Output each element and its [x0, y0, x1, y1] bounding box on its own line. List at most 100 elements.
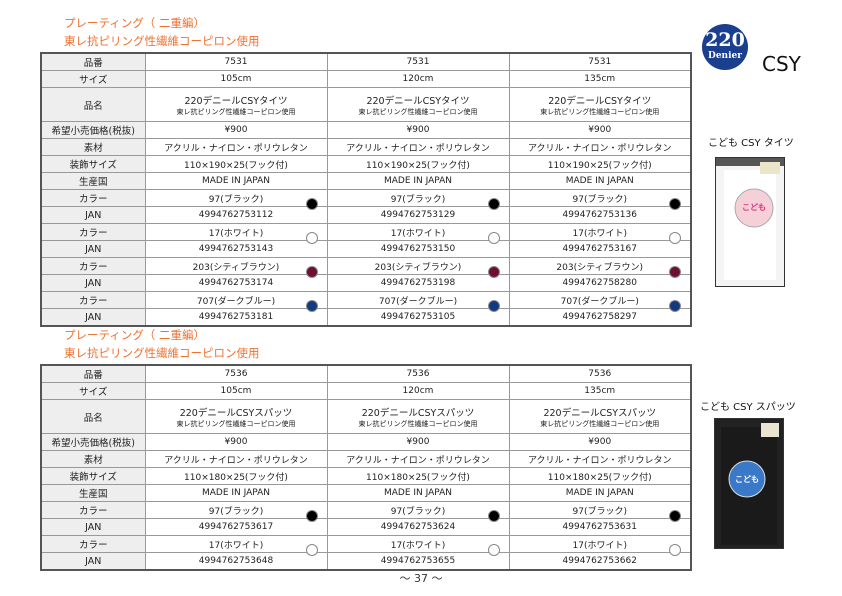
- color-name: 707(ダークブルー): [560, 296, 639, 307]
- color-cell: 17(ホワイト): [508, 223, 692, 244]
- section-title-line2: 東レ抗ピリング性繊維コーピロン使用: [64, 346, 260, 360]
- jan-code: 4994762753655: [326, 552, 510, 571]
- jan-row: JAN 4994762753143 4994762753150 49947627531…: [40, 240, 692, 258]
- jan-code: 4994762753105: [326, 308, 510, 327]
- product-name: 220デニールCSYタイツ: [184, 95, 288, 107]
- color-name: 707(ダークブルー): [196, 296, 276, 307]
- price-row: 希望小売価格(税抜) ¥900 ¥900 ¥900: [40, 433, 692, 451]
- jan-code: 4994762753617: [144, 518, 328, 536]
- origin-row: 生産国 MADE IN JAPAN MADE IN JAPAN MADE IN JAP…: [40, 484, 692, 502]
- color-cell: 17(ホワイト): [326, 535, 510, 556]
- material-cell: アクリル・ナイロン・ポリウレタン: [144, 450, 328, 468]
- item-number-cell: 7531: [326, 52, 510, 71]
- origin-cell: MADE IN JAPAN: [326, 484, 510, 502]
- jan-code: 4994762753167: [508, 240, 692, 258]
- color-row: カラー 97(ブラック) 97(ブラック) 97(ブラック): [40, 189, 692, 210]
- section-title-line1: プレーティング（ 二重編）: [64, 16, 205, 30]
- product-name: 220デニールCSYスパッツ: [543, 407, 657, 419]
- jan-row: JAN 4994762753112 4994762753129 49947627531…: [40, 206, 692, 224]
- color-cell: 17(ホワイト): [508, 535, 692, 556]
- item-number-label: 品番: [40, 52, 146, 71]
- jan-code: 4994762753112: [144, 206, 328, 224]
- section-title-line2: 東レ抗ピリング性繊維コーピロン使用: [64, 34, 260, 48]
- package-size-label: 装飾サイズ: [40, 467, 146, 485]
- price-label: 希望小売価格(税抜): [40, 433, 146, 451]
- product-label-spats: こども CSY スパッツ: [700, 402, 796, 413]
- product-name: 220デニールCSYスパッツ: [179, 407, 293, 419]
- color-cell: 97(ブラック): [508, 501, 692, 522]
- product-name-cell: 220デニールCSYスパッツ 東レ抗ピリング性繊維コーピロン使用: [508, 399, 692, 434]
- origin-cell: MADE IN JAPAN: [508, 484, 692, 502]
- jan-code: 4994762758280: [508, 274, 692, 292]
- price-cell: ¥900: [144, 433, 328, 451]
- jan-code: 4994762753136: [508, 206, 692, 224]
- jan-row: JAN 4994762753181 4994762753105 49947627582…: [40, 308, 692, 327]
- page-number: ～ 37 ～: [399, 572, 443, 585]
- origin-label: 生産国: [40, 172, 146, 190]
- denier-badge: 220 Denier: [702, 24, 748, 70]
- origin-row: 生産国 MADE IN JAPAN MADE IN JAPAN MADE IN JAP…: [40, 172, 692, 190]
- badge-number: 220: [705, 29, 745, 51]
- product-name-cell: 220デニールCSYタイツ 東レ抗ピリング性繊維コーピロン使用: [326, 87, 510, 122]
- price-label: 希望小売価格(税抜): [40, 121, 146, 139]
- size-cell: 135cm: [508, 70, 692, 88]
- product-name-label: 品名: [40, 399, 146, 434]
- item-number-cell: 7536: [326, 364, 510, 383]
- product-name: 220デニールCSYタイツ: [366, 95, 470, 107]
- product-subtitle: 東レ抗ピリング性繊維コーピロン使用: [358, 419, 478, 428]
- tights-package-graphic: こども: [724, 162, 780, 280]
- color-cell: 707(ダークブルー): [326, 291, 510, 312]
- color-cell: 203(シティブラウン): [326, 257, 510, 278]
- color-label: カラー: [40, 257, 146, 275]
- product-name-row: 品名 220デニールCSYタイツ 東レ抗ピリング性繊維コーピロン使用 220デニールC…: [40, 87, 692, 122]
- color-row: カラー 203(シティブラウン) 203(シティブラウン) 203(シティブラウン): [40, 257, 692, 278]
- item-number-cell: 7536: [144, 364, 328, 383]
- material-row: 素材 アクリル・ナイロン・ポリウレタン アクリル・ナイロン・ポリウレタン アクリル・ナ…: [40, 138, 692, 156]
- color-name: 17(ホワイト): [572, 540, 627, 551]
- jan-label: JAN: [40, 240, 146, 258]
- price-cell: ¥900: [144, 121, 328, 139]
- color-cell: 97(ブラック): [144, 501, 328, 522]
- product-name-cell: 220デニールCSYタイツ 東レ抗ピリング性繊維コーピロン使用: [144, 87, 328, 122]
- spec-table-tights: 品番 7531 7531 7531 サイズ 105cm 120cm 135cm 品名 220デニー…: [40, 52, 692, 327]
- jan-label: JAN: [40, 206, 146, 224]
- product-subtitle: 東レ抗ピリング性繊維コーピロン使用: [540, 419, 660, 428]
- color-cell: 203(シティブラウン): [508, 257, 692, 278]
- svg-text:こども: こども: [735, 474, 759, 484]
- product-subtitle: 東レ抗ピリング性繊維コーピロン使用: [540, 107, 660, 116]
- color-cell: 707(ダークブルー): [508, 291, 692, 312]
- package-size-cell: 110×190×25(フック付): [144, 155, 328, 173]
- package-size-cell: 110×180×25(フック付): [508, 467, 692, 485]
- jan-label: JAN: [40, 274, 146, 292]
- product-subtitle: 東レ抗ピリング性繊維コーピロン使用: [176, 107, 296, 116]
- origin-cell: MADE IN JAPAN: [144, 172, 328, 190]
- color-label: カラー: [40, 501, 146, 519]
- svg-text:こども: こども: [742, 202, 766, 212]
- color-name: 97(ブラック): [572, 194, 627, 205]
- origin-label: 生産国: [40, 484, 146, 502]
- size-cell: 135cm: [508, 382, 692, 400]
- color-name: 97(ブラック): [572, 506, 627, 517]
- color-name: 97(ブラック): [208, 506, 264, 517]
- color-name: 707(ダークブルー): [378, 296, 458, 307]
- jan-code: 4994762753648: [144, 552, 328, 571]
- origin-cell: MADE IN JAPAN: [326, 172, 510, 190]
- size-cell: 105cm: [144, 70, 328, 88]
- material-cell: アクリル・ナイロン・ポリウレタン: [508, 138, 692, 156]
- jan-label: JAN: [40, 552, 146, 571]
- item-number-cell: 7536: [508, 364, 692, 383]
- product-subtitle: 東レ抗ピリング性繊維コーピロン使用: [358, 107, 478, 116]
- color-name: 203(シティブラウン): [192, 262, 280, 273]
- package-size-cell: 110×180×25(フック付): [326, 467, 510, 485]
- color-name: 97(ブラック): [390, 506, 446, 517]
- product-name-row: 品名 220デニールCSYスパッツ 東レ抗ピリング性繊維コーピロン使用 220デニール…: [40, 399, 692, 434]
- material-cell: アクリル・ナイロン・ポリウレタン: [144, 138, 328, 156]
- size-label: サイズ: [40, 70, 146, 88]
- price-cell: ¥900: [508, 121, 692, 139]
- item-number-cell: 7531: [508, 52, 692, 71]
- material-cell: アクリル・ナイロン・ポリウレタン: [326, 450, 510, 468]
- size-row: サイズ 105cm 120cm 135cm: [40, 382, 692, 400]
- item-number-label: 品番: [40, 364, 146, 383]
- jan-code: 4994762753150: [326, 240, 510, 258]
- material-label: 素材: [40, 138, 146, 156]
